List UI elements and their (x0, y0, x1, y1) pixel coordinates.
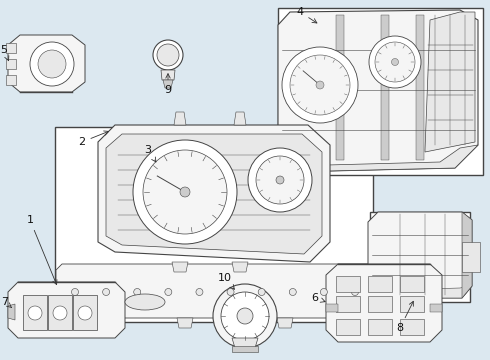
Circle shape (157, 44, 179, 66)
Polygon shape (381, 15, 389, 160)
Circle shape (53, 306, 67, 320)
Polygon shape (8, 282, 125, 338)
Circle shape (134, 288, 141, 296)
Polygon shape (8, 304, 15, 320)
Polygon shape (378, 286, 472, 298)
Circle shape (30, 42, 74, 86)
Text: 10: 10 (218, 273, 234, 289)
Polygon shape (326, 304, 338, 312)
Bar (368, 296, 392, 312)
Polygon shape (92, 318, 108, 328)
Polygon shape (174, 112, 186, 125)
Circle shape (78, 306, 92, 320)
Polygon shape (332, 318, 348, 328)
Bar (48, 295, 72, 330)
Bar (368, 319, 392, 335)
Circle shape (316, 81, 324, 89)
Polygon shape (234, 112, 246, 125)
Polygon shape (326, 264, 442, 342)
Bar (278, 8, 483, 175)
Text: 8: 8 (396, 301, 414, 333)
Bar (232, 346, 258, 352)
Polygon shape (161, 70, 175, 80)
Circle shape (38, 50, 66, 78)
Polygon shape (98, 125, 330, 262)
Circle shape (213, 284, 277, 348)
Circle shape (133, 140, 237, 244)
Ellipse shape (125, 294, 165, 310)
Circle shape (72, 288, 78, 296)
Circle shape (290, 55, 350, 115)
Text: 9: 9 (165, 74, 172, 95)
Bar (55, 127, 373, 322)
Bar (6, 59, 16, 69)
Circle shape (289, 288, 296, 296)
Bar (73, 295, 97, 330)
Bar (462, 242, 480, 272)
Circle shape (369, 36, 421, 88)
Circle shape (276, 176, 284, 184)
Circle shape (375, 42, 415, 82)
Bar (400, 276, 424, 292)
Circle shape (256, 156, 304, 204)
Bar (23, 295, 47, 330)
Bar (336, 319, 360, 335)
Polygon shape (278, 145, 478, 172)
Circle shape (227, 288, 234, 296)
Circle shape (392, 58, 398, 66)
Circle shape (153, 40, 183, 70)
Polygon shape (425, 12, 475, 152)
Text: 2: 2 (78, 131, 109, 147)
Polygon shape (232, 338, 258, 348)
Polygon shape (368, 212, 472, 298)
Circle shape (165, 288, 172, 296)
Polygon shape (177, 318, 193, 328)
Text: 7: 7 (1, 297, 11, 307)
Polygon shape (277, 318, 293, 328)
Bar (370, 212, 470, 302)
Text: 3: 3 (145, 145, 156, 162)
Circle shape (248, 148, 312, 212)
Polygon shape (56, 264, 374, 318)
Circle shape (143, 150, 227, 234)
Circle shape (180, 187, 190, 197)
Polygon shape (232, 262, 248, 272)
Bar (336, 276, 360, 292)
Circle shape (196, 288, 203, 296)
Polygon shape (336, 15, 344, 160)
Circle shape (28, 306, 42, 320)
Circle shape (282, 47, 358, 123)
Circle shape (221, 292, 269, 340)
Text: 5: 5 (0, 45, 9, 61)
Bar (6, 43, 16, 53)
Circle shape (102, 288, 110, 296)
Polygon shape (416, 15, 424, 160)
Polygon shape (163, 80, 173, 88)
Polygon shape (172, 262, 188, 272)
Polygon shape (278, 10, 478, 172)
Polygon shape (462, 212, 472, 298)
Bar (368, 276, 392, 292)
Text: 4: 4 (296, 7, 317, 23)
Polygon shape (8, 35, 85, 92)
Polygon shape (106, 134, 322, 254)
Text: 1: 1 (26, 215, 57, 284)
Text: 6: 6 (312, 293, 325, 303)
Bar (400, 296, 424, 312)
Circle shape (237, 308, 253, 324)
Bar (6, 75, 16, 85)
Circle shape (258, 288, 265, 296)
Circle shape (320, 288, 327, 296)
Bar (400, 319, 424, 335)
Bar (336, 296, 360, 312)
Polygon shape (430, 304, 442, 312)
Circle shape (351, 288, 359, 296)
